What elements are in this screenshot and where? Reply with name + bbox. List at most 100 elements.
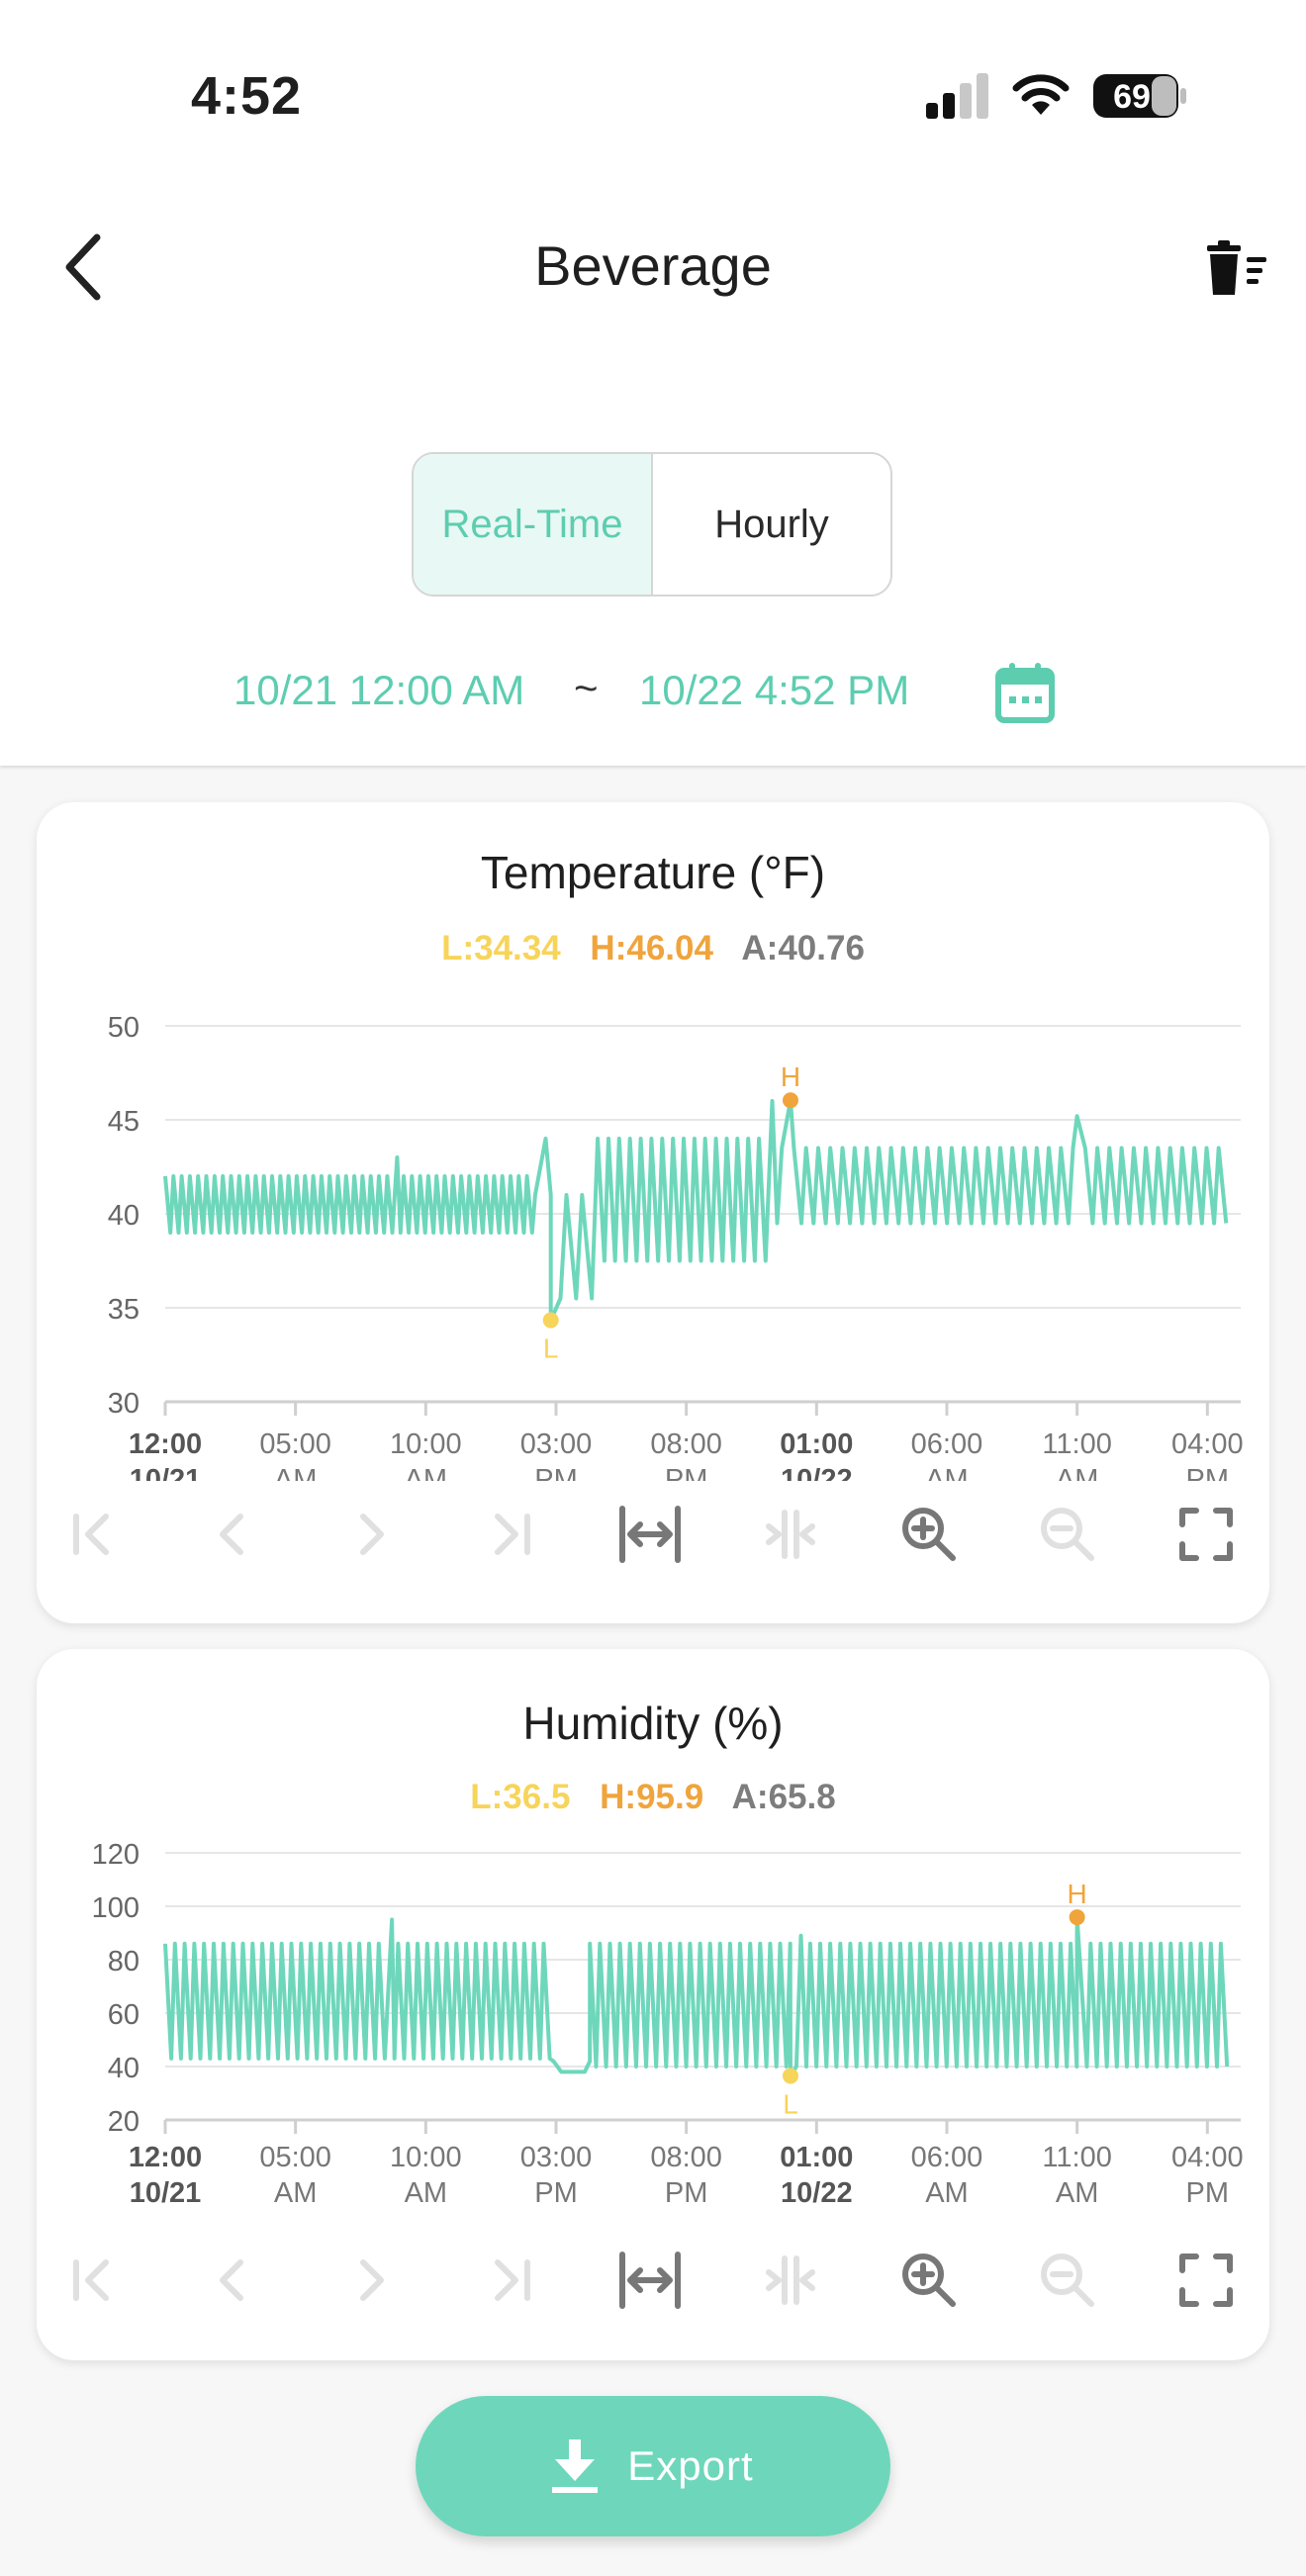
fit-width-button[interactable] [610,1495,690,1574]
x-tick-label: 05:00 [259,2142,331,2173]
x-tick-sublabel: 10/21 [130,1464,202,1481]
tab-hourly[interactable]: Hourly [714,502,829,546]
x-tick-sublabel: AM [405,2177,448,2209]
zoom-in-button[interactable] [889,1495,969,1574]
next-icon [360,2259,384,2301]
stat-average: A:65.8 [731,1778,836,1816]
compress-icon [766,2255,815,2305]
x-tick-label: 10:00 [390,1428,462,1460]
zoom-in-button[interactable] [889,2241,969,2320]
y-tick-label: 120 [92,1839,140,1871]
compress-button[interactable] [751,2241,830,2320]
series-line [163,1098,1229,1323]
stat-low: L:34.34 [441,929,561,967]
next-icon [360,1514,384,1555]
delete-data-button[interactable] [1203,239,1268,297]
battery-level: 69 [1113,78,1151,116]
high-point-marker [782,1092,798,1109]
humidity-chart[interactable]: 20 40 60 80 100 120 12:00 10/21 05:00 AM 10:00 AM 03… [37,1827,1269,2243]
stat-average: A:40.76 [741,929,865,967]
x-tick-sublabel: PM [665,2177,708,2209]
date-range-separator: ~ [574,665,599,711]
y-tick-label: 45 [108,1106,140,1138]
high-point-marker [1069,1909,1085,1926]
x-tick-sublabel: PM [665,1464,708,1481]
last-page-icon [495,1514,530,1555]
prev-button[interactable] [193,2241,272,2320]
first-page-button[interactable] [54,1495,134,1574]
chart-stats: L:36.5 H:95.9 A:65.8 [37,1778,1269,1817]
stat-high: H:46.04 [590,929,713,967]
low-point-label: L [783,2088,798,2119]
y-tick-label: 20 [108,2106,140,2138]
back-button[interactable] [55,230,115,305]
x-tick-label: 12:00 [129,2142,202,2173]
tab-real-time[interactable]: Real-Time [414,454,653,595]
calendar-button[interactable] [995,661,1055,724]
status-time: 4:52 [191,66,303,126]
x-tick-sublabel: AM [405,1464,448,1481]
zoom-in-icon [902,1508,956,1561]
humidity-card: Humidity (%) L:36.5 H:95.9 A:65.8 20 40 60… [37,1649,1269,2360]
fit-width-button[interactable] [610,2241,690,2320]
first-page-button[interactable] [54,2241,134,2320]
x-tick-label: 11:00 [1042,2142,1111,2173]
date-range-end[interactable]: 10/22 4:52 PM [639,667,910,713]
zoom-in-icon [902,2254,956,2307]
fullscreen-button[interactable] [1166,1495,1246,1574]
x-tick-label: 11:00 [1042,1428,1111,1460]
x-tick-sublabel: PM [1186,1464,1230,1481]
chart-title: Temperature (°F) [480,847,826,898]
download-icon [552,2439,599,2493]
zoom-out-icon [1041,2254,1094,2307]
fit-width-icon [619,1506,681,1563]
y-tick-label: 30 [108,1388,140,1420]
next-button[interactable] [331,2241,411,2320]
x-tick-sublabel: AM [274,2177,318,2209]
fullscreen-icon [1179,2254,1233,2307]
x-tick-label: 04:00 [1171,2142,1244,2173]
temperature-chart[interactable]: 30 35 40 45 50 12:00 10/21 05:00 AM 10:00 AM 03:00 P… [37,986,1269,1481]
x-tick-sublabel: AM [274,1464,318,1481]
next-button[interactable] [331,1495,411,1574]
high-point-label: H [781,1061,800,1092]
x-tick-sublabel: AM [1056,1464,1099,1481]
x-tick-label: 10:00 [390,2142,462,2173]
fit-width-icon [619,2252,681,2309]
cellular-signal-icon [926,73,988,119]
x-tick-sublabel: PM [1186,2177,1230,2209]
low-point-marker [782,2068,798,2084]
export-label: Export [627,2442,754,2489]
x-tick-sublabel: 10/22 [781,1464,853,1481]
zoom-out-button[interactable] [1028,1495,1107,1574]
stat-low: L:36.5 [470,1778,571,1816]
last-page-icon [495,2259,530,2301]
x-tick-label: 03:00 [520,2142,593,2173]
page-title: Beverage [534,234,772,297]
chart-toolbar [73,2241,1246,2320]
y-tick-label: 80 [108,1946,140,1978]
prev-icon [220,1514,243,1555]
zoom-out-button[interactable] [1028,2241,1107,2320]
y-tick-label: 50 [108,1012,140,1044]
x-tick-label: 06:00 [911,2142,983,2173]
y-tick-label: 100 [92,1892,140,1924]
compress-icon [766,1510,815,1559]
fullscreen-button[interactable] [1166,2241,1246,2320]
date-range-start[interactable]: 10/21 12:00 AM [233,667,525,713]
chart-title: Humidity (%) [522,1698,784,1749]
low-point-label: L [543,1334,559,1364]
x-tick-label: 12:00 [129,1428,202,1460]
temperature-card: Temperature (°F) L:34.34 H:46.04 A:40.76… [37,802,1269,1623]
prev-button[interactable] [193,1495,272,1574]
compress-button[interactable] [751,1495,830,1574]
y-tick-label: 40 [108,2053,140,2084]
x-tick-label: 05:00 [259,1428,331,1460]
mode-toggle: Real-Time Hourly [412,452,892,597]
x-tick-sublabel: 10/21 [130,2177,202,2209]
y-tick-label: 40 [108,1200,140,1232]
export-button[interactable]: Export [416,2396,890,2536]
x-tick-sublabel: PM [534,1464,578,1481]
last-page-button[interactable] [470,2241,549,2320]
last-page-button[interactable] [470,1495,549,1574]
